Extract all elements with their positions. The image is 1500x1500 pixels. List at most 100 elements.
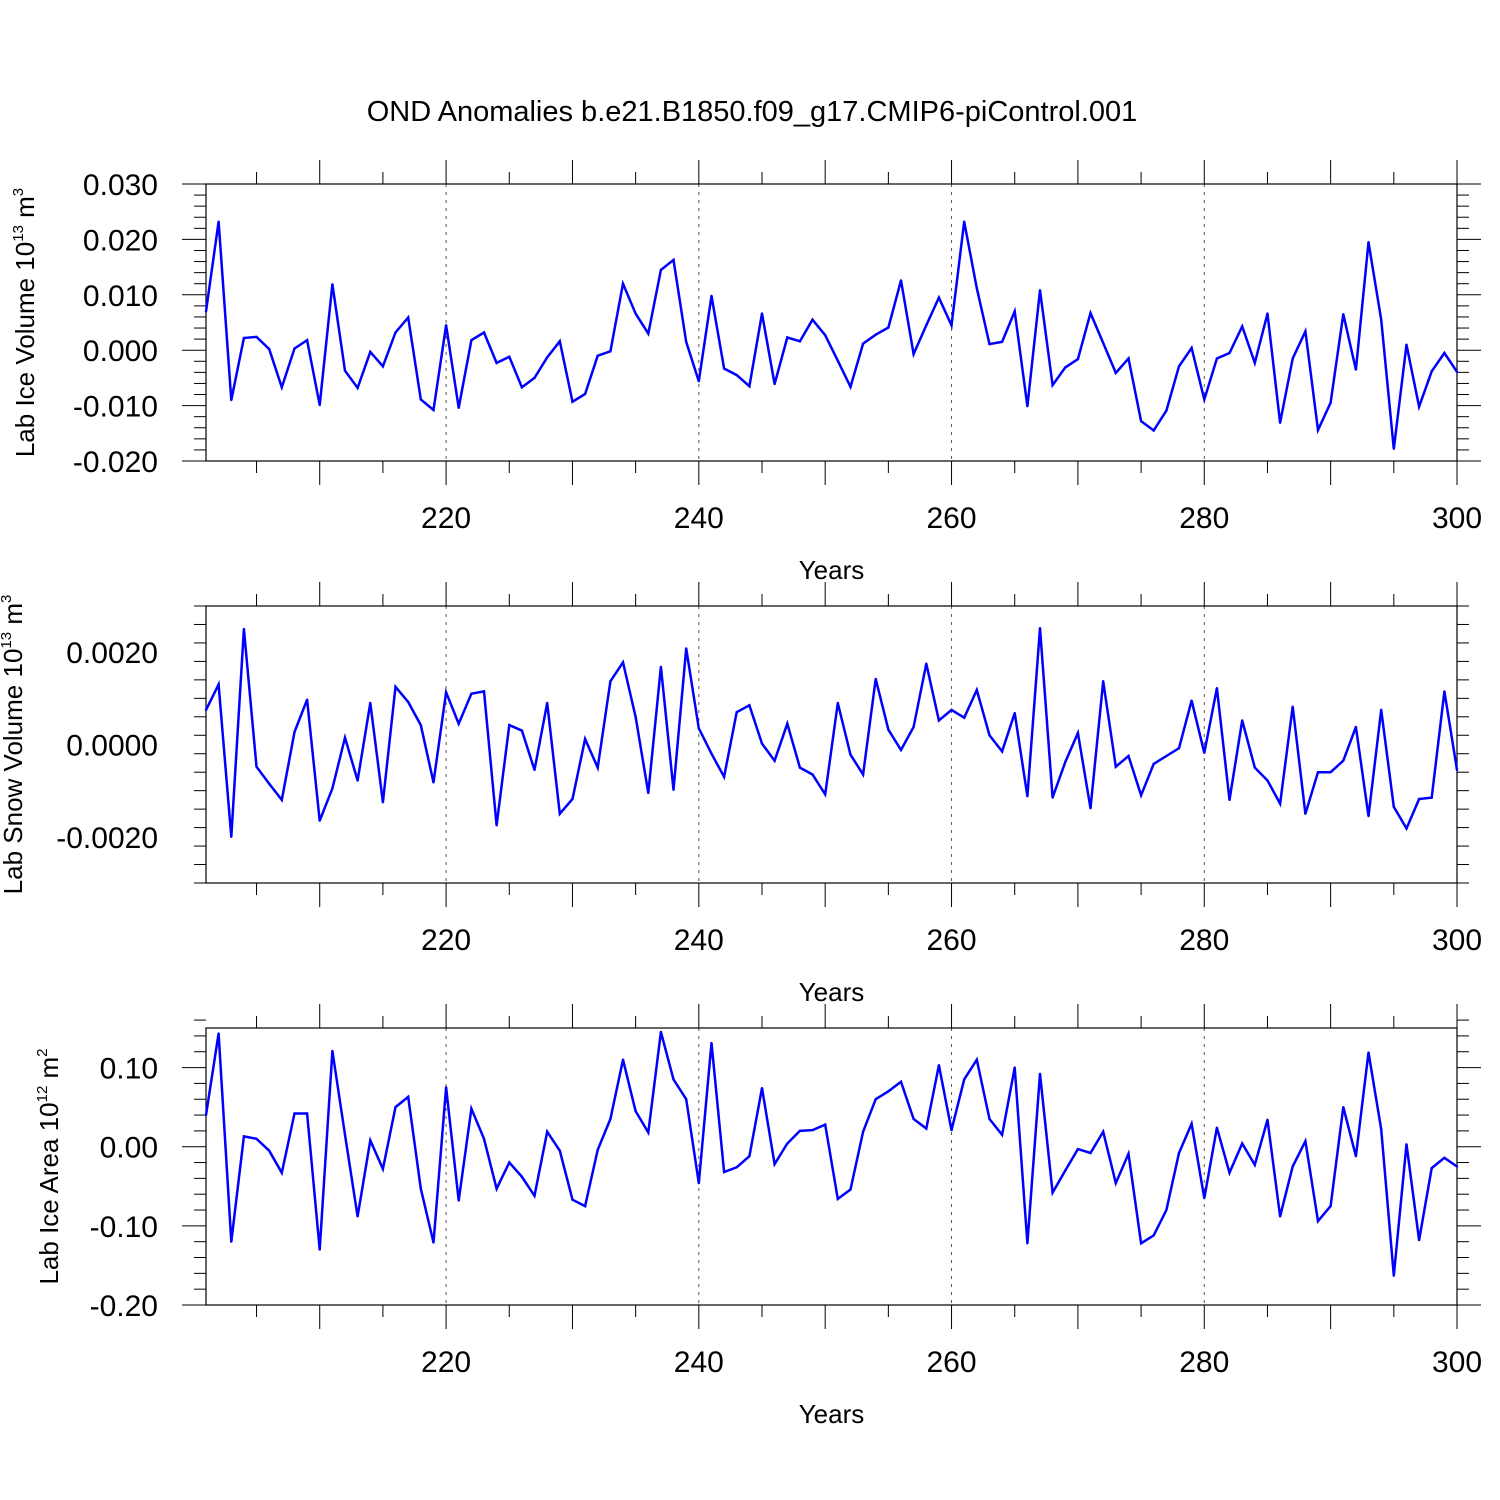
data-point [1000, 340, 1004, 344]
data-point [609, 680, 612, 683]
data-point [1240, 325, 1244, 328]
data-point [1000, 1133, 1004, 1137]
data-point [331, 787, 334, 790]
data-point [912, 725, 915, 729]
data-point [861, 1130, 865, 1133]
data-point [684, 647, 688, 650]
data-point [1114, 371, 1118, 375]
data-point [1266, 779, 1269, 782]
x-axis-label: Years [799, 555, 865, 585]
x-tick-label: 260 [927, 502, 977, 535]
y-tick-label: 0.10 [100, 1053, 158, 1086]
data-point [1278, 421, 1282, 424]
data-point [811, 1128, 814, 1132]
data-point [823, 334, 827, 337]
panel-3: 220 240 260 280 300 0.10 0.00 -0.10 -0.20 Years La… [34, 1004, 1482, 1429]
data-point [1329, 771, 1332, 774]
data-point [1013, 310, 1016, 313]
y-axis-label-superscript: 13 [0, 632, 15, 649]
data-point [495, 361, 498, 365]
y-axis-label-text: m [0, 603, 28, 632]
x-axis-label: Years [799, 1399, 865, 1429]
data-point [684, 340, 688, 344]
x-tick-label: 300 [1432, 1346, 1482, 1379]
data-point [1455, 1165, 1459, 1168]
data-point [710, 752, 713, 755]
data-point [773, 382, 776, 386]
data-point [1417, 405, 1421, 408]
x-tick-label: 240 [674, 924, 724, 957]
data-point [1342, 312, 1345, 316]
data-point [432, 1241, 435, 1244]
panel-2: 220 240 260 280 300 0.0020 0.0000 -0.0020 Years L… [0, 582, 1482, 1007]
data-point [255, 335, 258, 339]
panel-1: 220 240 260 280 300 0.030 0.020 0.010 0.000 -0.01… [10, 160, 1482, 585]
data-point [1165, 754, 1168, 758]
data-point [1089, 807, 1092, 810]
data-point [887, 326, 890, 329]
data-point [1215, 357, 1219, 360]
data-point [482, 690, 486, 693]
data-point [697, 1181, 701, 1185]
y-axis-label-text: m [34, 1057, 64, 1086]
data-point [609, 1117, 612, 1121]
data-point [1228, 351, 1231, 355]
data-point [558, 1149, 562, 1152]
data-point [659, 268, 663, 272]
data-point [647, 791, 650, 795]
x-tick-label: 220 [421, 502, 471, 535]
data-point [1266, 1118, 1269, 1122]
data-point [545, 701, 549, 705]
data-point [1228, 1171, 1231, 1175]
data-point [773, 759, 776, 762]
data-point [1291, 357, 1294, 360]
data-point [836, 1197, 840, 1201]
data-point [1304, 812, 1307, 815]
data-point [773, 1162, 776, 1166]
x-tick-label: 280 [1179, 502, 1229, 535]
data-point [760, 312, 764, 315]
data-point [545, 1130, 549, 1133]
data-point [356, 779, 359, 782]
data-point [899, 1080, 903, 1084]
data-point [937, 1063, 941, 1067]
data-point [722, 775, 726, 779]
data-point [710, 1041, 713, 1045]
data-point [1089, 311, 1092, 315]
data-point [432, 408, 435, 412]
data-point [267, 1149, 271, 1152]
data-point [394, 331, 397, 334]
y-axis-label: Lab Snow Volume 1013 m3 [0, 595, 28, 895]
data-point [1165, 1208, 1168, 1212]
data-point [1038, 1072, 1042, 1076]
data-point [1089, 1151, 1092, 1155]
data-point [836, 359, 840, 362]
data-point [1165, 409, 1168, 412]
data-point [621, 282, 625, 285]
data-point [1013, 711, 1016, 715]
data-point [1304, 1139, 1307, 1143]
data-point [1101, 1130, 1105, 1133]
data-point [1076, 357, 1080, 361]
data-point [988, 734, 991, 737]
data-point [912, 352, 915, 356]
data-point [1127, 1152, 1130, 1156]
data-point [255, 765, 258, 768]
y-tick-label: -0.0020 [56, 822, 158, 855]
data-point [1240, 719, 1244, 722]
x-tick-label: 260 [927, 924, 977, 957]
y-axis-label: Lab Ice Volume 1013 m3 [10, 188, 40, 457]
y-axis-label-text: Lab Snow Volume 10 [0, 649, 28, 895]
data-point [419, 723, 423, 727]
data-point [1177, 746, 1181, 750]
y-tick-label: 0.0000 [66, 730, 158, 763]
data-point [495, 824, 498, 827]
data-point [962, 1078, 966, 1081]
x-tick-label: 280 [1179, 1346, 1229, 1379]
data-point [811, 318, 814, 321]
data-point [230, 835, 233, 839]
data-point [874, 333, 877, 336]
data-point [925, 662, 928, 665]
data-point [697, 380, 701, 383]
data-point [1342, 759, 1345, 762]
